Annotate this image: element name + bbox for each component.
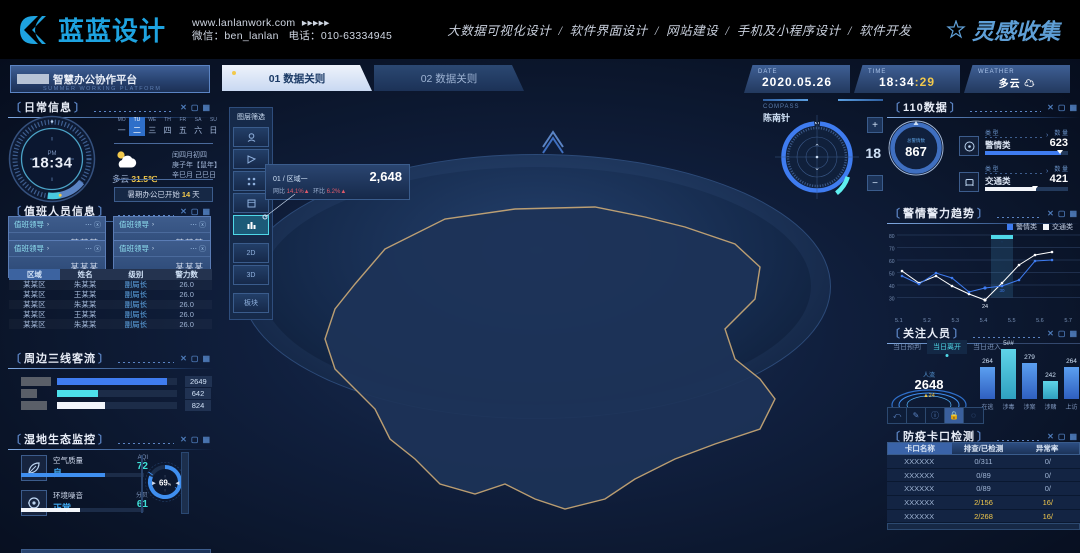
svg-text:60: 60: [889, 259, 895, 265]
svg-text:30: 30: [889, 297, 895, 303]
svg-text:24: 24: [982, 304, 988, 310]
svg-text:867: 867: [905, 144, 927, 159]
svg-text:40: 40: [889, 284, 895, 290]
svg-text:◀: ◀: [176, 481, 180, 487]
svg-text:⌄: ⌄: [814, 165, 820, 172]
svg-text:30: 30: [999, 288, 1005, 293]
svg-text:▶: ▶: [152, 481, 156, 487]
svg-text:⌃: ⌃: [814, 143, 820, 151]
svg-text:2648: 2648: [915, 377, 944, 392]
svg-text:50: 50: [889, 272, 895, 278]
svg-text:⌄: ⌄: [1000, 239, 1005, 245]
svg-text:总警情数: 总警情数: [907, 137, 925, 144]
svg-text:70: 70: [889, 247, 895, 253]
svg-text:▲24: ▲24: [923, 393, 935, 399]
svg-text:80: 80: [889, 234, 895, 240]
